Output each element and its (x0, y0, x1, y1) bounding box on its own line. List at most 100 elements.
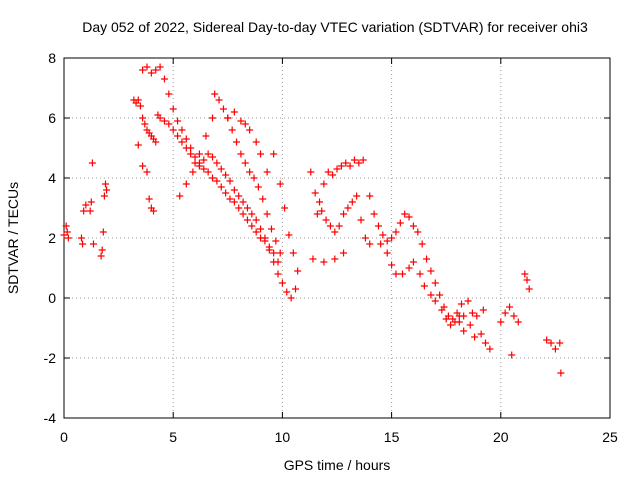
data-point (418, 240, 426, 248)
y-tick-label: 2 (48, 230, 56, 246)
data-point (431, 279, 439, 287)
data-point (501, 309, 509, 317)
data-point (292, 285, 300, 293)
x-axis-label: GPS time / hours (284, 457, 391, 473)
data-point (145, 195, 153, 203)
data-point (396, 219, 404, 227)
data-point (438, 306, 446, 314)
data-point (136, 102, 144, 110)
data-point (416, 270, 424, 278)
data-point (350, 156, 358, 164)
data-point (471, 333, 479, 341)
x-axis: 0 5 10 15 20 25 (60, 58, 618, 445)
data-point (276, 180, 284, 188)
data-point (239, 198, 247, 206)
y-tick-label: 6 (48, 110, 56, 126)
data-point (222, 171, 230, 179)
data-point (383, 249, 391, 257)
data-point (79, 240, 87, 248)
data-point (187, 144, 195, 152)
data-point (80, 207, 88, 215)
data-point (215, 96, 223, 104)
data-point (156, 114, 164, 122)
data-point (294, 267, 302, 275)
data-point (401, 210, 409, 218)
data-point (147, 69, 155, 77)
data-point (204, 150, 212, 158)
data-point (482, 339, 490, 347)
y-tick-label: 0 (48, 290, 56, 306)
data-point (506, 303, 514, 311)
y-tick-label: -2 (44, 350, 57, 366)
data-point (143, 63, 151, 71)
data-point (99, 228, 107, 236)
data-point (497, 318, 505, 326)
data-point (523, 276, 531, 284)
data-point (289, 249, 297, 257)
data-point (508, 351, 516, 359)
data-point (160, 75, 168, 83)
data-point (355, 159, 363, 167)
data-point (87, 198, 95, 206)
data-point (388, 261, 396, 269)
data-point (287, 294, 295, 302)
data-point (551, 345, 559, 353)
data-point (521, 270, 529, 278)
data-point (165, 120, 173, 128)
data-point (479, 306, 487, 314)
data-point (405, 264, 413, 272)
data-point (98, 246, 106, 254)
data-point (547, 339, 555, 347)
data-point (134, 96, 142, 104)
data-point (134, 141, 142, 149)
data-point (388, 234, 396, 242)
data-point (342, 159, 350, 167)
data-point (174, 132, 182, 140)
data-point (141, 120, 149, 128)
y-tick-label: 8 (48, 50, 56, 66)
data-point (237, 117, 245, 125)
data-point (200, 156, 208, 164)
data-point (270, 150, 278, 158)
data-point (230, 198, 238, 206)
data-point (77, 234, 85, 242)
y-axis: -4 -2 0 2 4 6 8 (44, 50, 610, 426)
data-point (265, 243, 273, 251)
data-point (235, 204, 243, 212)
data-point (257, 234, 265, 242)
data-point (230, 186, 238, 194)
data-point (557, 369, 565, 377)
data-point (246, 126, 254, 134)
data-point (392, 228, 400, 236)
data-point (543, 336, 551, 344)
data-point (285, 231, 293, 239)
data-point (281, 204, 289, 212)
data-point (139, 162, 147, 170)
data-point (97, 252, 105, 260)
data-point (139, 66, 147, 74)
data-point (340, 210, 348, 218)
data-point (455, 318, 463, 326)
data-point (514, 318, 522, 326)
data-point (556, 339, 564, 347)
chart-title: Day 052 of 2022, Sidereal Day-to-day VTE… (82, 19, 588, 35)
data-point (431, 297, 439, 305)
data-point (361, 234, 369, 242)
data-point (182, 180, 190, 188)
data-point (466, 321, 474, 329)
data-point (272, 237, 280, 245)
data-point (169, 126, 177, 134)
data-point (374, 222, 382, 230)
data-point (252, 228, 260, 236)
data-point (209, 153, 217, 161)
data-point (160, 117, 168, 125)
data-point (337, 162, 345, 170)
data-point (324, 168, 332, 176)
data-point (313, 210, 321, 218)
data-point (457, 300, 465, 308)
data-point (243, 216, 251, 224)
data-point (348, 198, 356, 206)
data-point (276, 249, 284, 257)
data-point (409, 258, 417, 266)
data-point (311, 189, 319, 197)
